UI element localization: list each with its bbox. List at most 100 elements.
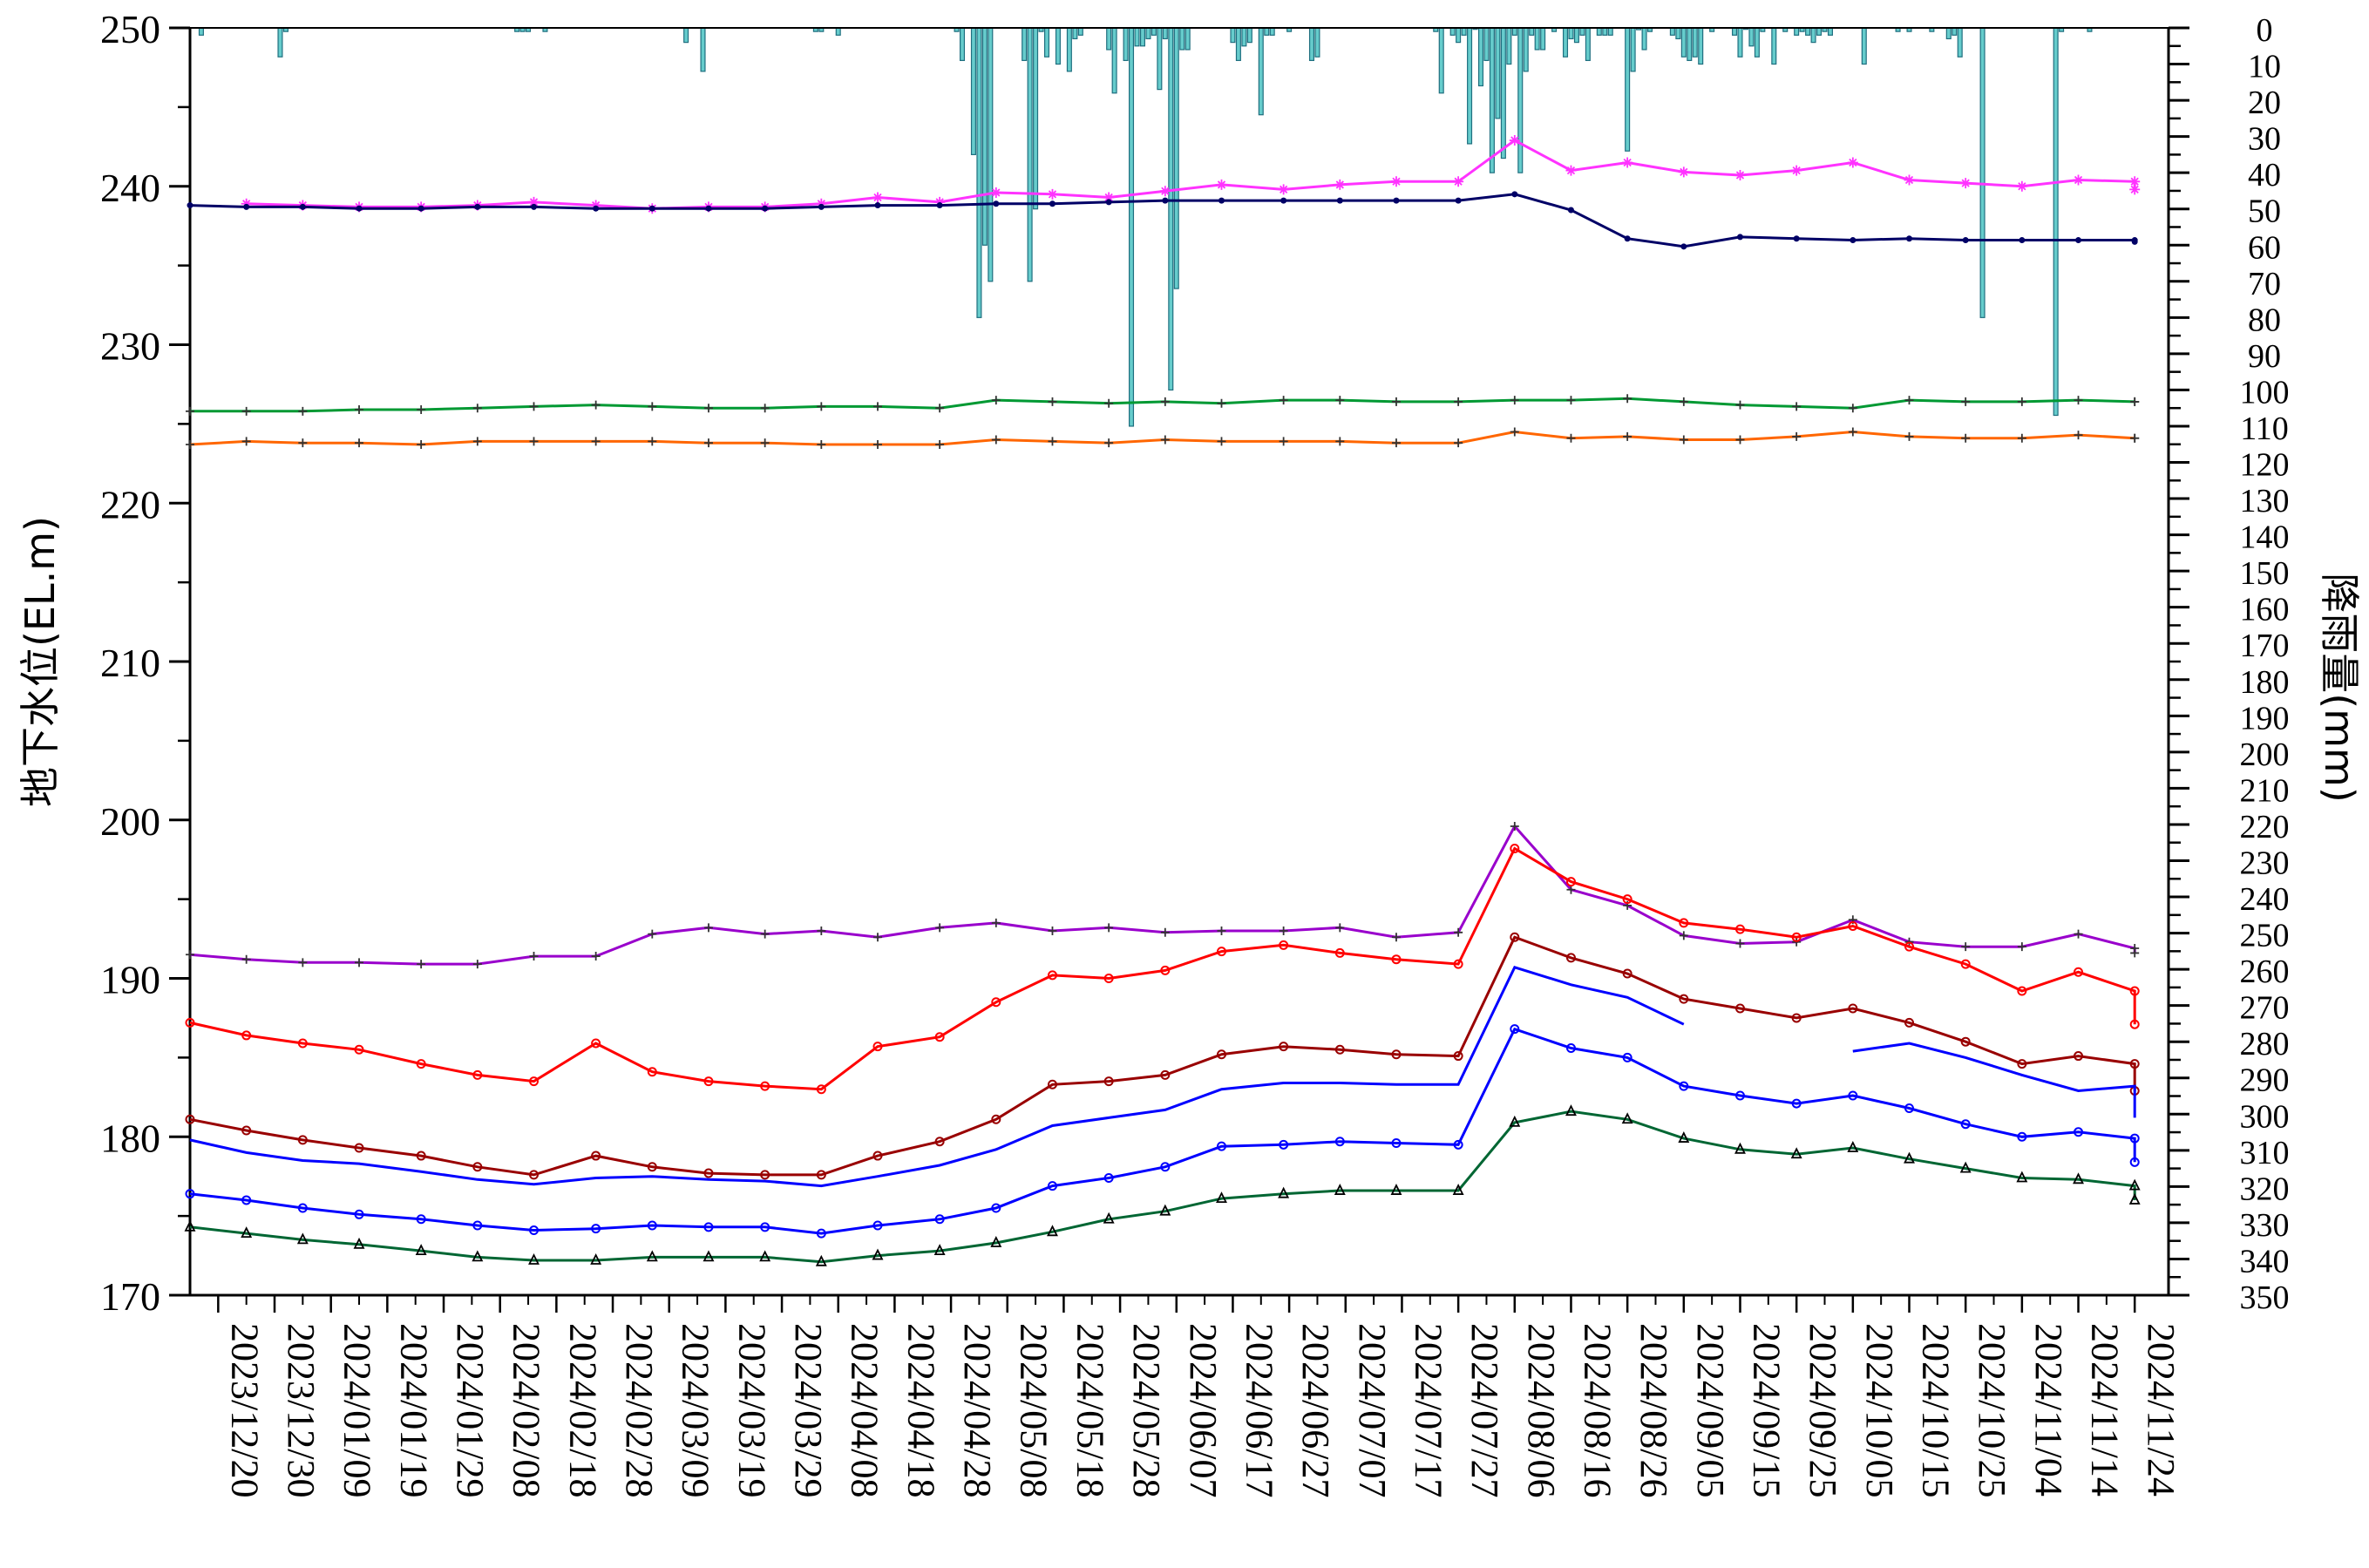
y2-tick-label: 280 (2240, 1026, 2290, 1062)
series-point (1047, 1225, 1058, 1237)
series-point (1960, 178, 1972, 189)
rainfall-bar (959, 27, 966, 61)
series-point (2074, 396, 2083, 405)
series-point (1391, 1049, 1402, 1060)
series-point (991, 1114, 1001, 1124)
series-point (2128, 1178, 2141, 1191)
rainfall-bar (1264, 27, 1270, 36)
series-point (1049, 200, 1056, 207)
series-point (2074, 929, 2083, 939)
series-point (1047, 188, 1058, 200)
series-point (184, 1219, 196, 1232)
series-point (1961, 942, 1971, 952)
series-point (1278, 1186, 1290, 1198)
series-point (1566, 396, 1576, 405)
series-point (872, 1248, 884, 1260)
series-point (2129, 1019, 2140, 1029)
rainfall-bar (1495, 27, 1501, 119)
rainfall-bar (2053, 27, 2059, 417)
series-point (1565, 953, 1576, 963)
series-point (2129, 184, 2141, 195)
series-point (1160, 435, 1170, 445)
series-point (703, 923, 713, 933)
series-point (2129, 986, 2140, 996)
rainfall-bar (1771, 27, 1777, 65)
y2-tick-label: 30 (2248, 121, 2281, 158)
series-point (356, 205, 363, 212)
series-point (2073, 1172, 2084, 1184)
series-point (1105, 199, 1112, 206)
rainfall-bar (1641, 27, 1647, 51)
series-point (590, 200, 601, 211)
rainfall-bar (1258, 27, 1264, 116)
y2-tick-label: 350 (2240, 1280, 2290, 1316)
y-axis-title: 地下水位(EL.m) (17, 516, 64, 807)
series-point (1736, 234, 1743, 241)
series-point (187, 202, 193, 209)
series-point (2075, 237, 2082, 244)
rainfall-bar (1816, 27, 1823, 36)
series-point (1391, 933, 1401, 942)
y2-tick-label: 20 (2248, 85, 2281, 121)
rainfall-bar (1184, 27, 1191, 51)
rainfall-bar (1523, 27, 1529, 72)
rainfall-bar (1066, 27, 1072, 72)
rainfall-bar (1675, 27, 1681, 40)
series-point (990, 1236, 1002, 1247)
series-point (1104, 398, 1114, 408)
series-point (1510, 1024, 1520, 1035)
series-point (591, 437, 601, 446)
series-point (1510, 843, 1520, 853)
y2-axis-title: 降雨量(mm) (2316, 573, 2363, 803)
series-point (705, 205, 712, 212)
series-point (186, 406, 194, 416)
rainfall-bar (1456, 27, 1462, 44)
series-point (1906, 235, 1913, 242)
series-point (703, 1168, 714, 1178)
rainfall-bar (1123, 27, 1129, 61)
x-tick-label: 2024/07/17 (1408, 1323, 1450, 1497)
series-point (1961, 433, 1971, 443)
series-point (1680, 243, 1687, 250)
series-point (816, 1084, 826, 1095)
series-point (2129, 1059, 2140, 1069)
series-point (1103, 1173, 1114, 1184)
series-line (189, 824, 2136, 966)
x-tick-label: 2024/01/19 (392, 1323, 435, 1497)
series-point (816, 198, 827, 209)
series-point (991, 997, 1001, 1008)
series-line (189, 1110, 2136, 1264)
y-tick-label: 240 (100, 166, 160, 210)
x-tick-label: 2024/05/18 (1069, 1323, 1111, 1497)
series-point (1336, 197, 1343, 204)
series-point (1734, 1142, 1746, 1154)
rainfall-bar (981, 27, 988, 246)
x-tick-label: 2024/02/18 (561, 1323, 604, 1497)
series-point (1335, 396, 1345, 405)
y2-tick-label: 40 (2248, 157, 2281, 193)
series-point (2074, 967, 2084, 977)
series-point (760, 438, 770, 448)
series-point (354, 1209, 364, 1219)
series-point (760, 929, 770, 939)
x-tick-label: 2024/06/17 (1238, 1323, 1280, 1497)
series-9 (185, 1024, 2140, 1239)
series-point (529, 1076, 540, 1087)
series-point (933, 1244, 946, 1256)
rainfall-bar (1145, 27, 1151, 40)
series-point (528, 196, 540, 207)
y-tick-label: 180 (100, 1116, 160, 1160)
series-point (2074, 431, 2083, 440)
series-point (243, 203, 250, 210)
y2-tick-label: 290 (2240, 1062, 2290, 1099)
rainfall-bar (1055, 27, 1061, 65)
series-point (1791, 1098, 1802, 1109)
series-point (817, 926, 826, 935)
series-point (241, 1226, 253, 1239)
series-point (2129, 1133, 2140, 1144)
rainfall-bar (970, 27, 976, 155)
series-point (991, 396, 1001, 405)
series-point (1904, 1103, 1915, 1114)
rainfall-bar (1477, 27, 1484, 87)
